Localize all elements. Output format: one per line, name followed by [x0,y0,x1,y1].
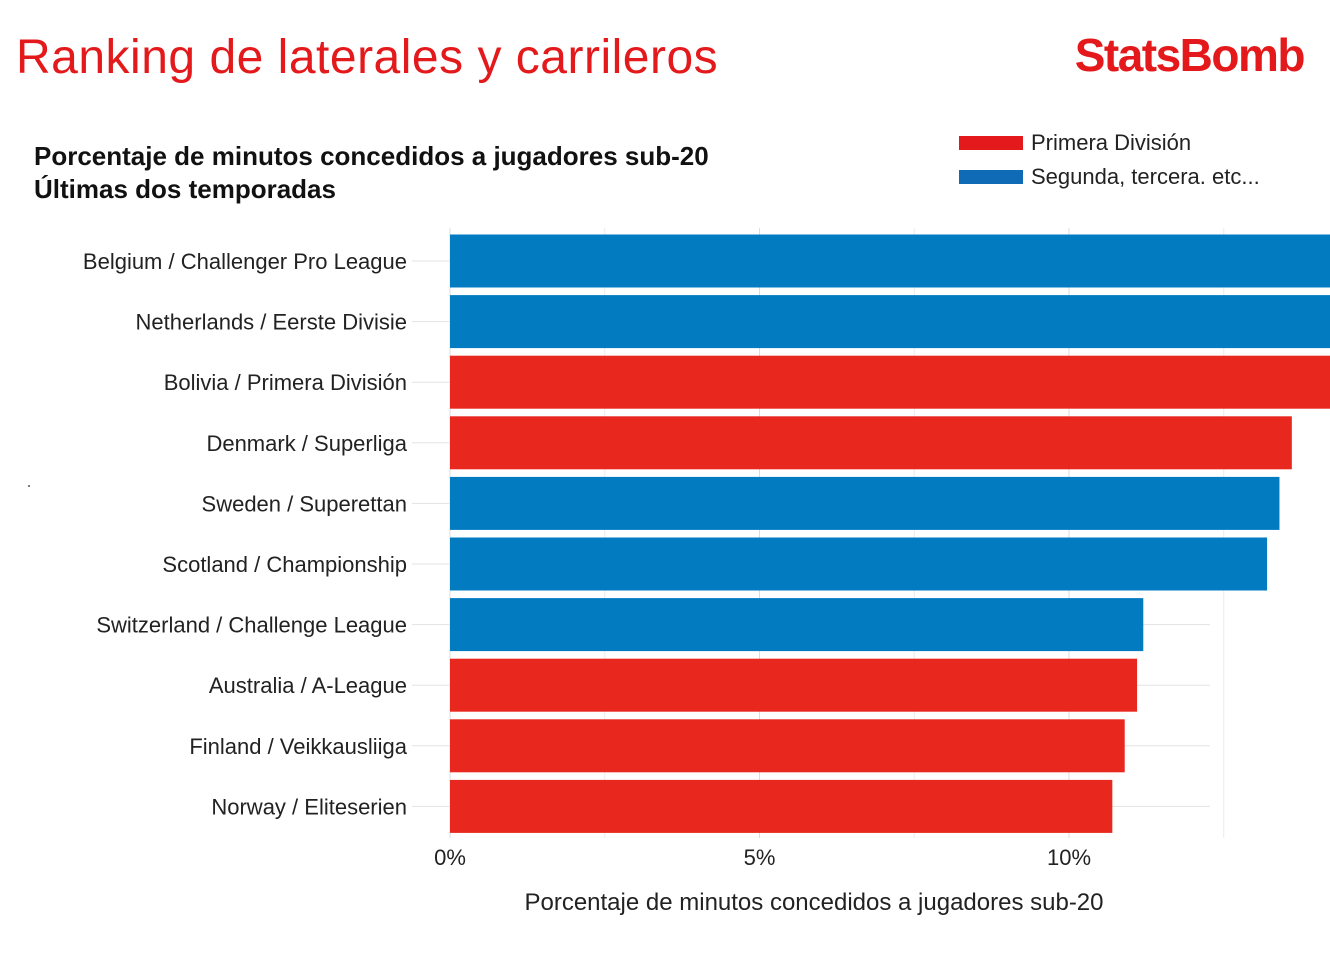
category-labels: Belgium / Challenger Pro League Netherlan… [83,249,408,819]
bar [450,416,1292,470]
bars [450,234,1330,833]
x-tick-label: 5% [744,845,776,870]
category-label: Scotland / Championship [162,552,407,577]
x-axis-ticks: 0%5%10%15%20% [434,845,1091,870]
legend-item-primera: Primera División [959,126,1260,160]
bar [450,658,1138,712]
legend-label-segunda: Segunda, tercera. etc... [1031,164,1260,189]
legend-label-primera: Primera División [1031,130,1192,155]
category-label: Finland / Veikkausliiga [189,734,407,759]
category-label: Netherlands / Eerste Divisie [136,310,407,335]
x-tick-label: 10% [1047,845,1091,870]
x-axis-title: Porcentaje de minutos concedidos a jugad… [524,889,1103,916]
subtitle-line-2: Últimas dos temporadas [34,174,336,204]
bar [450,779,1113,833]
category-label: Denmark / Superliga [206,431,407,456]
category-label: Australia / A-League [209,673,407,698]
page-title: Ranking de laterales y carrileros [16,31,719,84]
category-label: Bolivia / Primera División [164,370,407,395]
bar [450,234,1330,288]
category-label: Belgium / Challenger Pro League [83,249,407,274]
bar [450,476,1280,530]
category-label: Norway / Eliteserien [211,794,407,819]
chart-legend: Primera División Segunda, tercera. etc..… [959,126,1260,194]
category-label: Switzerland / Challenge League [96,613,407,638]
stray-dot [28,485,30,487]
bar [450,295,1330,349]
bar [450,355,1330,409]
legend-swatch-segunda [959,170,1023,184]
chart-subtitle: Porcentaje de minutos concedidos a jugad… [34,140,709,206]
category-label: Sweden / Superettan [202,491,407,516]
bar [450,598,1144,652]
bar [450,537,1268,591]
statsbomb-logo: StatsBomb [1074,29,1306,81]
legend-item-segunda: Segunda, tercera. etc... [959,160,1260,194]
legend-swatch-primera [959,136,1023,150]
subtitle-line-1: Porcentaje de minutos concedidos a jugad… [34,141,709,171]
x-tick-label: 0% [434,845,466,870]
bar [450,719,1125,773]
